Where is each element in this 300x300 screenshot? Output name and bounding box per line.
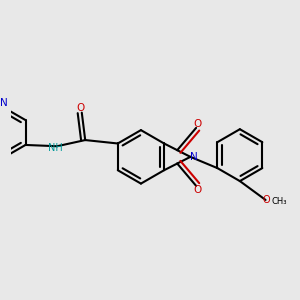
Text: N: N	[0, 98, 8, 108]
Text: CH₃: CH₃	[271, 197, 287, 206]
Text: O: O	[193, 185, 202, 195]
Text: NH: NH	[48, 143, 63, 153]
Text: O: O	[262, 195, 270, 205]
Text: N: N	[190, 152, 198, 162]
Text: O: O	[76, 103, 84, 113]
Text: O: O	[193, 119, 202, 129]
